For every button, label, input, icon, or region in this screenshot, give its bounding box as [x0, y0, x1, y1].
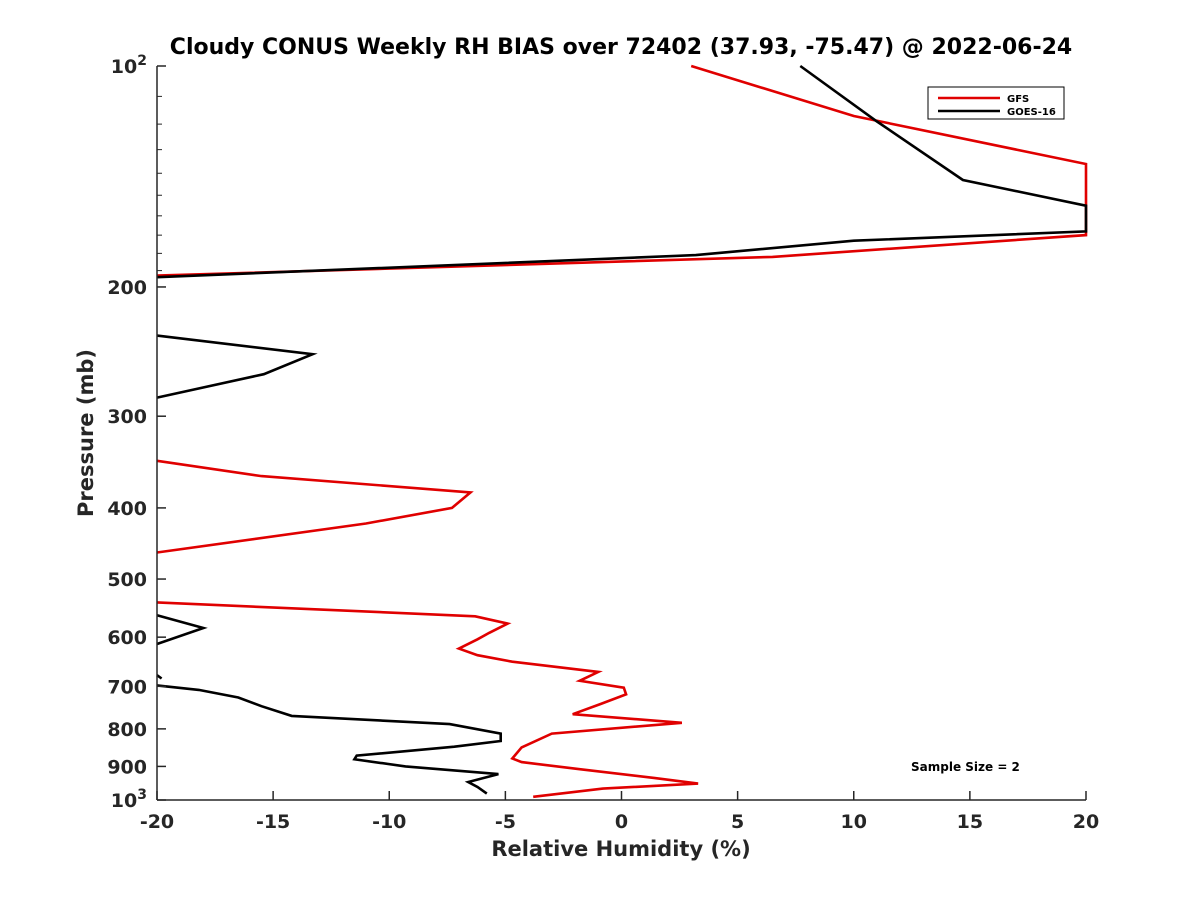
- x-tick-label: 10: [841, 811, 867, 833]
- y-tick-label: 600: [107, 627, 147, 649]
- legend-box: [927, 86, 1065, 120]
- x-tick-label: -5: [495, 811, 516, 833]
- y-tick-label: 103: [111, 787, 147, 812]
- y-tick-label: 900: [107, 756, 147, 778]
- chart-title: Cloudy CONUS Weekly RH BIAS over 72402 (…: [170, 35, 1072, 60]
- series-line-gfs: [156, 64, 1088, 799]
- y-ticks: 102 200 300 400 500 600 700 800 900 103: [107, 53, 166, 812]
- x-tick-label: 5: [731, 811, 744, 833]
- plot-area: -20 -15 -10 -5 0 5 10 15 20 102 200 300 400 500 600 70…: [107, 53, 1099, 833]
- legend-label-gfs: GFS: [1007, 94, 1029, 105]
- x-tick-label: -20: [140, 811, 174, 833]
- y-tick-label: 500: [107, 569, 147, 591]
- x-axis-label: Relative Humidity (%): [491, 837, 750, 861]
- y-tick-label: 700: [107, 676, 147, 698]
- y-tick-label: 200: [107, 277, 147, 299]
- legend-label-goes-16: GOES-16: [1007, 107, 1056, 118]
- y-tick-label: 300: [107, 406, 147, 428]
- y-tick-label: 800: [107, 719, 147, 741]
- x-tick-label: 0: [615, 811, 628, 833]
- series-line-goes-16: [156, 64, 1088, 795]
- x-tick-label: 15: [957, 811, 983, 833]
- legend: GFS GOES-16: [927, 86, 1065, 120]
- legend-items: GFS GOES-16: [938, 94, 1056, 118]
- y-tick-label: 400: [107, 498, 147, 520]
- y-axis-label: Pressure (mb): [74, 349, 98, 517]
- sample-size-annotation: Sample Size = 2: [911, 760, 1020, 774]
- x-tick-label: -10: [372, 811, 406, 833]
- y-tick-label: 102: [111, 53, 147, 78]
- series-layer: [156, 64, 1088, 799]
- x-tick-label: 20: [1073, 811, 1099, 833]
- x-ticks: -20 -15 -10 -5 0 5 10 15 20: [140, 791, 1099, 833]
- x-tick-label: -15: [256, 811, 290, 833]
